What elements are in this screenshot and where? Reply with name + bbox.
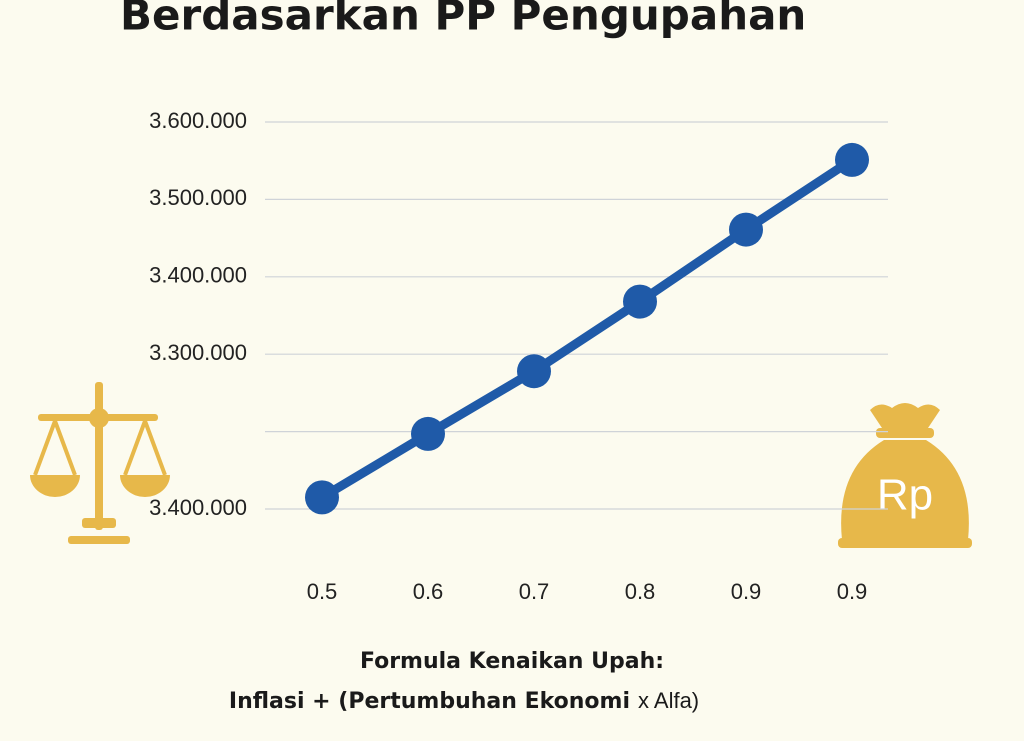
x-tick-label: 0.5 <box>307 579 338 604</box>
y-tick-label: 3.400.000 <box>149 495 247 520</box>
data-point <box>411 416 445 451</box>
x-tick-label: 0.7 <box>519 579 550 604</box>
chart-title: Berdasarkan PP Pengupahan <box>120 0 806 40</box>
data-point <box>517 354 551 389</box>
scale-icon <box>30 382 170 544</box>
data-point <box>835 142 869 177</box>
x-axis-label: Formula Kenaikan Upah: <box>360 649 664 674</box>
y-tick-label: 3.400.000 <box>149 263 247 288</box>
x-axis-label: Inflasi + (Pertumbuhan Ekonomi <box>229 689 630 714</box>
x-axis-label: x Alfa) <box>638 688 699 713</box>
data-point <box>305 480 339 515</box>
x-tick-label: 0.6 <box>413 579 444 604</box>
data-point <box>729 212 763 247</box>
x-tick-label: 0.9 <box>731 579 762 604</box>
x-tick-label: 0.9 <box>837 579 868 604</box>
data-line <box>317 155 857 502</box>
icon-label: Rp <box>877 471 933 520</box>
y-tick-label: 3.500.000 <box>149 185 247 210</box>
data-point <box>623 284 657 319</box>
y-tick-label: 3.600.000 <box>149 108 247 133</box>
y-tick-label: 3.300.000 <box>149 340 247 365</box>
money-bag-icon <box>838 403 972 548</box>
x-tick-label: 0.8 <box>625 579 656 604</box>
